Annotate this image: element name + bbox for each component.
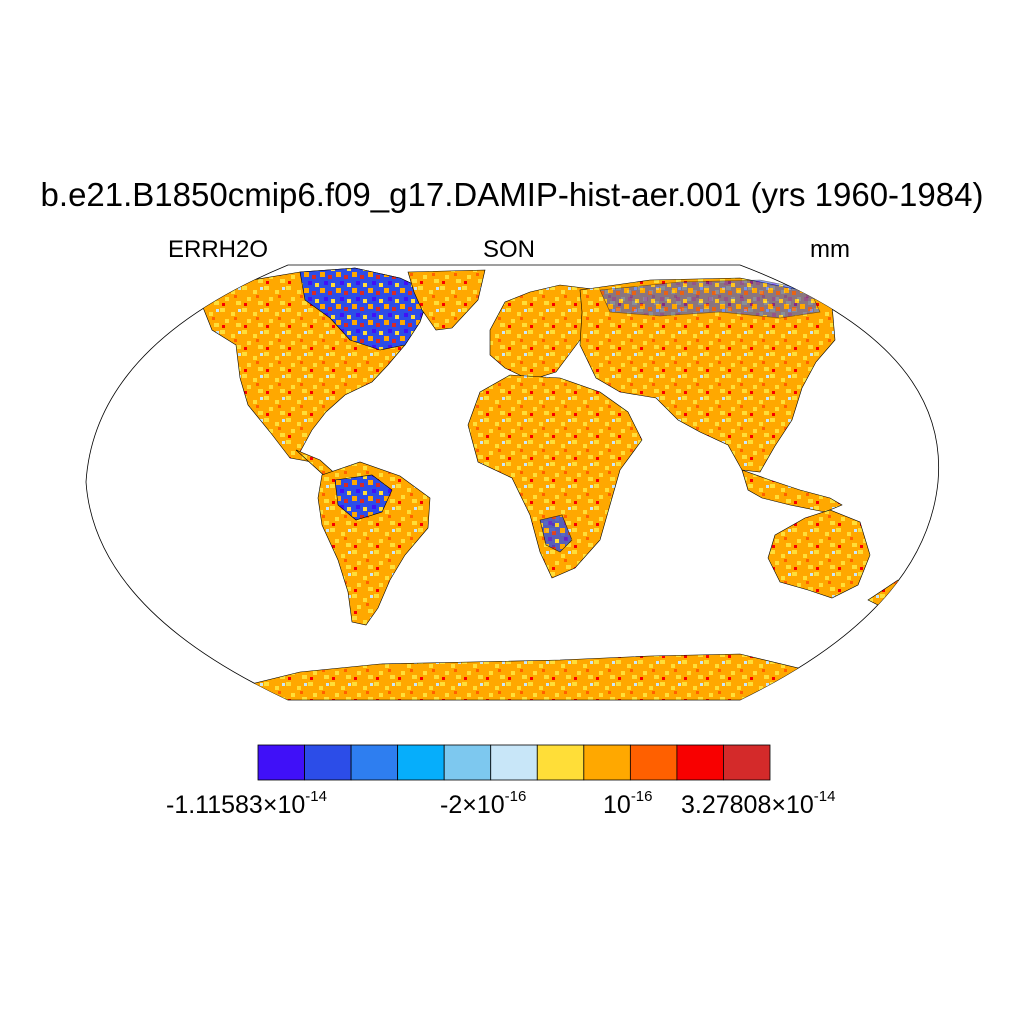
africa-blue-region bbox=[539, 514, 573, 553]
colorbar-label-neg: -2×10-16 bbox=[440, 788, 527, 819]
colorbar-swatch bbox=[676, 744, 724, 781]
africa-landmass bbox=[467, 374, 643, 579]
season-label: SON bbox=[483, 236, 536, 263]
siberia-arctic-region bbox=[599, 279, 821, 319]
australia-landmass bbox=[767, 509, 871, 599]
greenland-landmass bbox=[407, 269, 486, 331]
units-label: mm bbox=[810, 236, 850, 263]
colorbar-swatch bbox=[583, 744, 631, 781]
colorbar-swatch bbox=[443, 744, 492, 781]
plot-title: b.e21.B1850cmip6.f09_g17.DAMIP-hist-aer.… bbox=[40, 176, 984, 213]
colorbar-swatch bbox=[629, 744, 678, 781]
colorbar-swatch bbox=[536, 744, 585, 781]
colorbar bbox=[257, 744, 771, 781]
south-america-blue-region bbox=[334, 474, 393, 521]
colorbar-label-pos: 10-16 bbox=[603, 788, 653, 819]
colorbar-swatch bbox=[490, 744, 538, 781]
colorbar-swatch bbox=[257, 744, 305, 781]
colorbar-label-min: -1.11583×10-14 bbox=[166, 788, 327, 819]
variable-label: ERRH2O bbox=[168, 236, 269, 263]
north-america-arctic bbox=[299, 267, 431, 351]
colorbar-swatch bbox=[397, 744, 445, 781]
colorbar-label-max: 3.27808×10-14 bbox=[681, 788, 836, 819]
colorbar-swatch bbox=[350, 744, 399, 781]
colorbar-swatch bbox=[723, 744, 771, 781]
colorbar-swatch bbox=[304, 744, 352, 781]
southeast-asia-islands bbox=[741, 469, 843, 513]
antarctica-landmass bbox=[234, 653, 799, 700]
